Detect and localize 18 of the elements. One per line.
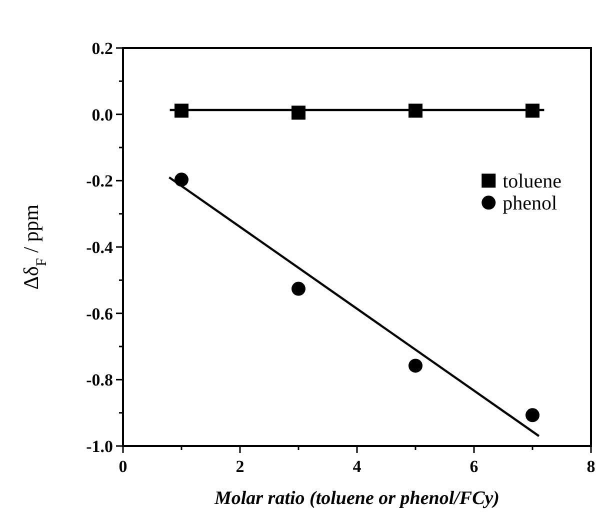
legend-label: toluene bbox=[502, 170, 562, 193]
legend-label: phenol bbox=[502, 192, 558, 215]
x-tick-label: 6 bbox=[470, 457, 478, 476]
y-tick-label: 0.2 bbox=[92, 38, 113, 58]
y-tick-label: -0.4 bbox=[86, 238, 114, 257]
x-tick-label: 8 bbox=[586, 457, 596, 476]
y-tick-label: -0.2 bbox=[86, 172, 113, 191]
point bbox=[292, 282, 306, 296]
x-tick-label: 2 bbox=[236, 457, 244, 476]
y-tick-label: -0.6 bbox=[86, 304, 113, 324]
x-tick-label: 4 bbox=[352, 457, 362, 476]
y-tick-label: -1.0 bbox=[86, 436, 113, 456]
y-tick-label: -0.8 bbox=[86, 370, 113, 390]
x-tick-label: 0 bbox=[118, 457, 128, 476]
x-axis-title: Molar ratio (toluene or phenol/FCy) bbox=[213, 488, 500, 509]
y-tick-label: 0.0 bbox=[92, 105, 113, 124]
point bbox=[408, 358, 422, 373]
point bbox=[526, 408, 540, 422]
